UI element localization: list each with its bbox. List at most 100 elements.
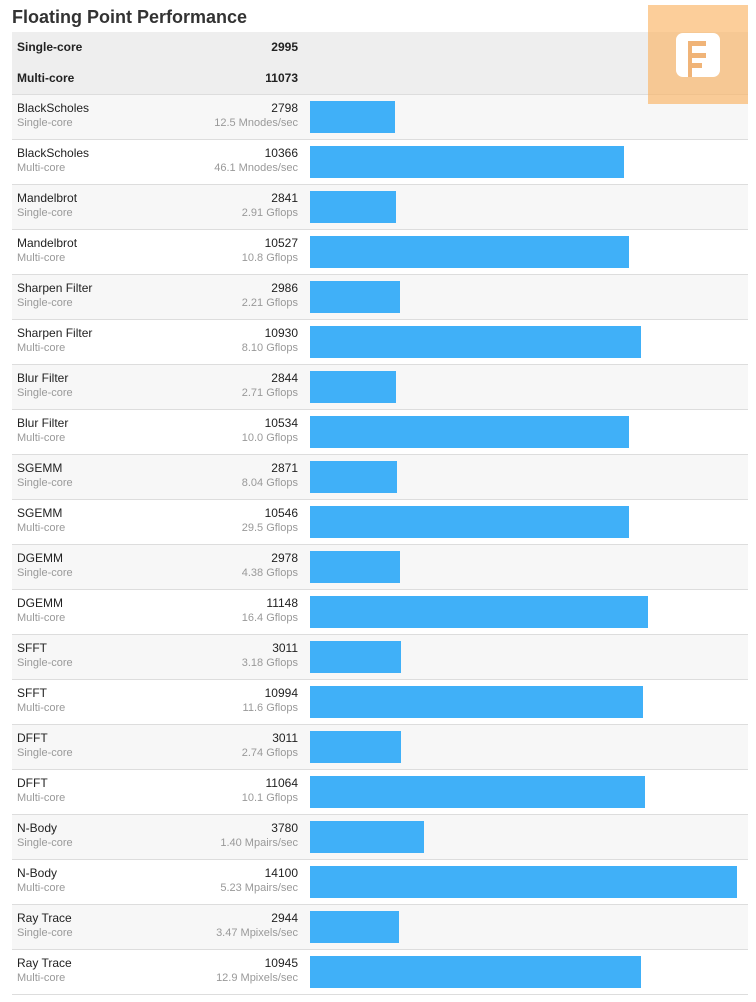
benchmark-score: 3011 bbox=[272, 731, 298, 745]
benchmark-mode: Single-core bbox=[17, 567, 73, 579]
score-bar bbox=[310, 236, 629, 268]
benchmark-score: 2844 bbox=[271, 371, 298, 385]
benchmark-name: SFFT bbox=[17, 686, 47, 700]
table-row: DGEMM Multi-core 11148 16.4 Gflops bbox=[12, 590, 748, 635]
table-row: DFFT Single-core 3011 2.74 Gflops bbox=[12, 725, 748, 770]
table-row: BlackScholes Single-core 2798 12.5 Mnodes/s… bbox=[12, 95, 748, 140]
benchmark-name: SFFT bbox=[17, 641, 47, 655]
score-bar bbox=[310, 641, 402, 673]
benchmark-name: SGEMM bbox=[17, 461, 63, 475]
benchmark-name: BlackScholes bbox=[17, 101, 90, 115]
benchmark-mode: Single-core bbox=[17, 837, 73, 849]
table-row: Blur Filter Multi-core 10534 10.0 Gflops bbox=[12, 410, 748, 455]
benchmark-mode: Single-core bbox=[17, 117, 73, 129]
benchmark-rate: 11.6 Gflops bbox=[242, 702, 298, 714]
benchmark-mode: Multi-core bbox=[17, 432, 66, 444]
summary-score: 2995 bbox=[271, 40, 298, 54]
score-bar bbox=[310, 776, 646, 808]
benchmark-name: Mandelbrot bbox=[17, 191, 78, 205]
benchmark-score: 3780 bbox=[271, 821, 298, 835]
benchmark-mode: Multi-core bbox=[17, 612, 66, 624]
score-bar bbox=[310, 686, 643, 718]
benchmark-rate: 2.21 Gflops bbox=[241, 297, 298, 309]
benchmark-name: Sharpen Filter bbox=[17, 326, 93, 340]
benchmark-rate: 10.1 Gflops bbox=[241, 792, 298, 804]
logo-icon bbox=[648, 5, 748, 104]
benchmark-name: N-Body bbox=[17, 821, 58, 835]
table-row: DGEMM Single-core 2978 4.38 Gflops bbox=[12, 545, 748, 590]
benchmark-score: 11148 bbox=[266, 596, 298, 610]
benchmark-name: SGEMM bbox=[17, 506, 63, 520]
benchmark-rate: 12.9 Mpixels/sec bbox=[216, 972, 298, 984]
summary-single-core: Single-core 2995 bbox=[12, 32, 748, 63]
benchmark-rate: 10.8 Gflops bbox=[241, 252, 298, 264]
table-row: Mandelbrot Single-core 2841 2.91 Gflops bbox=[12, 185, 748, 230]
table-row: SGEMM Multi-core 10546 29.5 Gflops bbox=[12, 500, 748, 545]
benchmark-score: 2871 bbox=[271, 461, 298, 475]
benchmark-score: 10534 bbox=[264, 416, 298, 430]
score-bar bbox=[310, 191, 397, 223]
summary-multi-core: Multi-core 11073 bbox=[12, 63, 748, 94]
table-row: SGEMM Single-core 2871 8.04 Gflops bbox=[12, 455, 748, 500]
benchmark-mode: Single-core bbox=[17, 207, 73, 219]
score-bar bbox=[310, 461, 397, 493]
benchmark-rate: 5.23 Mpairs/sec bbox=[220, 882, 298, 894]
benchmark-score: 2978 bbox=[271, 551, 298, 565]
benchmark-mode: Single-core bbox=[17, 927, 73, 939]
benchmark-rate: 8.10 Gflops bbox=[241, 342, 298, 354]
summary-scores: Single-core 2995 Multi-core 11073 bbox=[12, 32, 748, 95]
benchmark-score: 3011 bbox=[272, 641, 298, 655]
benchmark-name: DGEMM bbox=[17, 551, 63, 565]
benchmark-rate: 29.5 Gflops bbox=[241, 522, 298, 534]
benchmark-rate: 2.74 Gflops bbox=[241, 747, 298, 759]
benchmark-mode: Single-core bbox=[17, 297, 73, 309]
score-bar bbox=[310, 371, 397, 403]
benchmark-mode: Multi-core bbox=[17, 792, 66, 804]
benchmark-rate: 3.18 Gflops bbox=[241, 657, 298, 669]
benchmark-rate: 46.1 Mnodes/sec bbox=[214, 162, 298, 174]
benchmark-score: 11064 bbox=[265, 776, 298, 790]
benchmark-mode: Multi-core bbox=[17, 252, 66, 264]
table-row: SFFT Single-core 3011 3.18 Gflops bbox=[12, 635, 748, 680]
benchmark-rate: 2.71 Gflops bbox=[241, 387, 298, 399]
benchmark-rate: 8.04 Gflops bbox=[241, 477, 298, 489]
score-bar bbox=[310, 731, 402, 763]
benchmark-name: Blur Filter bbox=[17, 416, 69, 430]
benchmark-name: DGEMM bbox=[17, 596, 63, 610]
benchmark-rate: 4.38 Gflops bbox=[241, 567, 298, 579]
benchmark-rate: 12.5 Mnodes/sec bbox=[214, 117, 298, 129]
benchmark-rate: 10.0 Gflops bbox=[241, 432, 298, 444]
benchmark-name: DFFT bbox=[17, 776, 48, 790]
table-row: N-Body Single-core 3780 1.40 Mpairs/sec bbox=[12, 815, 748, 860]
benchmark-name: Sharpen Filter bbox=[17, 281, 93, 295]
score-bar bbox=[310, 506, 630, 538]
benchmark-name: DFFT bbox=[17, 731, 48, 745]
score-bar bbox=[310, 101, 395, 133]
benchmark-mode: Single-core bbox=[17, 747, 73, 759]
benchmark-name: Ray Trace bbox=[17, 956, 72, 970]
benchmark-name: N-Body bbox=[17, 866, 58, 880]
score-bar bbox=[310, 911, 400, 943]
page-title: Floating Point Performance bbox=[12, 7, 248, 27]
score-bar bbox=[310, 596, 648, 628]
summary-score: 11073 bbox=[265, 71, 298, 85]
score-bar bbox=[310, 146, 624, 178]
benchmark-mode: Multi-core bbox=[17, 522, 66, 534]
benchmark-score: 2841 bbox=[271, 191, 298, 205]
table-row: Sharpen Filter Single-core 2986 2.21 Gflops bbox=[12, 275, 748, 320]
benchmark-mode: Multi-core bbox=[17, 342, 66, 354]
benchmark-mode: Multi-core bbox=[17, 882, 66, 894]
benchmark-mode: Single-core bbox=[17, 657, 73, 669]
benchmark-name: BlackScholes bbox=[17, 146, 90, 160]
benchmark-rate: 3.47 Mpixels/sec bbox=[216, 927, 298, 939]
score-bar bbox=[310, 326, 641, 358]
benchmark-name: Mandelbrot bbox=[17, 236, 78, 250]
score-bar bbox=[310, 281, 401, 313]
benchmark-rate: 16.4 Gflops bbox=[241, 612, 298, 624]
benchmark-score: 14100 bbox=[264, 866, 298, 880]
benchmark-mode: Multi-core bbox=[17, 972, 66, 984]
benchmark-mode: Multi-core bbox=[17, 702, 66, 714]
table-row: DFFT Multi-core 11064 10.1 Gflops bbox=[12, 770, 748, 815]
summary-label: Single-core bbox=[17, 40, 83, 54]
table-row: Mandelbrot Multi-core 10527 10.8 Gflops bbox=[12, 230, 748, 275]
